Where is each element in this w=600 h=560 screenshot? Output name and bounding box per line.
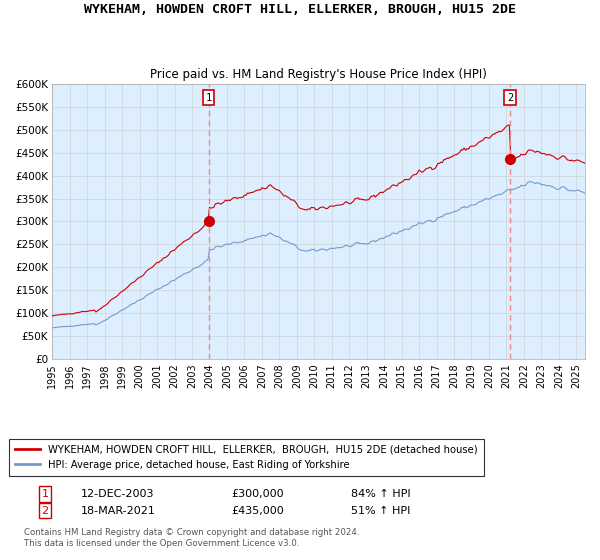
Text: 51% ↑ HPI: 51% ↑ HPI xyxy=(351,506,410,516)
Text: 1: 1 xyxy=(41,489,49,499)
Text: 1: 1 xyxy=(206,92,212,102)
Title: Price paid vs. HM Land Registry's House Price Index (HPI): Price paid vs. HM Land Registry's House … xyxy=(150,68,487,81)
Text: 12-DEC-2003: 12-DEC-2003 xyxy=(81,489,155,499)
Text: 18-MAR-2021: 18-MAR-2021 xyxy=(81,506,156,516)
Text: 2: 2 xyxy=(41,506,49,516)
Text: 84% ↑ HPI: 84% ↑ HPI xyxy=(351,489,410,499)
Text: £435,000: £435,000 xyxy=(231,506,284,516)
Legend: WYKEHAM, HOWDEN CROFT HILL,  ELLERKER,  BROUGH,  HU15 2DE (detached house), HPI:: WYKEHAM, HOWDEN CROFT HILL, ELLERKER, BR… xyxy=(10,438,484,475)
Text: £300,000: £300,000 xyxy=(231,489,284,499)
Text: WYKEHAM, HOWDEN CROFT HILL, ELLERKER, BROUGH, HU15 2DE: WYKEHAM, HOWDEN CROFT HILL, ELLERKER, BR… xyxy=(84,3,516,16)
Text: Contains HM Land Registry data © Crown copyright and database right 2024.
This d: Contains HM Land Registry data © Crown c… xyxy=(24,528,359,548)
Text: 2: 2 xyxy=(507,92,513,102)
